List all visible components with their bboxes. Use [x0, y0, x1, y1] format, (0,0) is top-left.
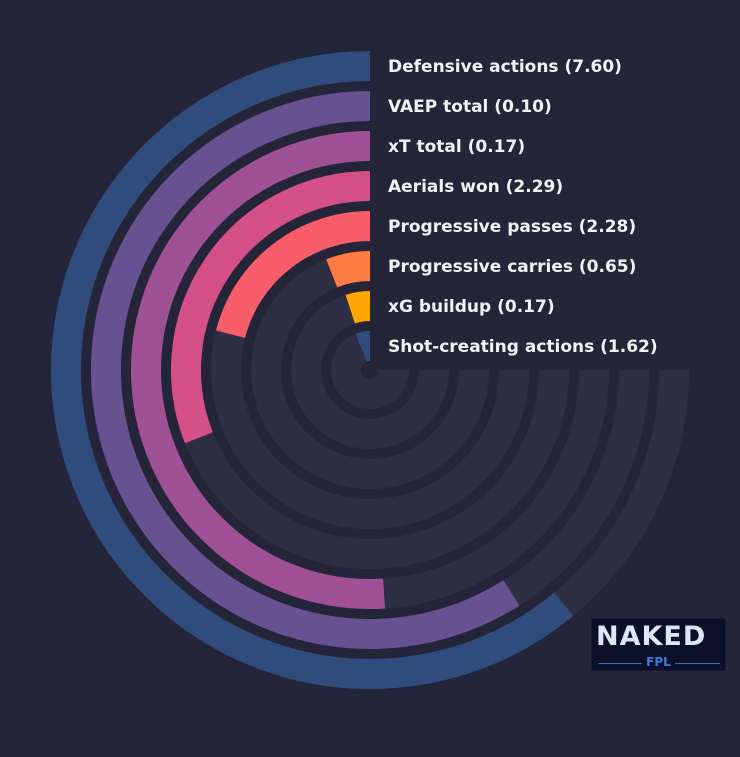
bar-label-3: Aerials won (2.29) [388, 177, 563, 197]
bar-label-0: Defensive actions (7.60) [388, 57, 622, 77]
bar-label-4: Progressive passes (2.28) [388, 217, 636, 237]
bar-1 [91, 91, 520, 649]
bar-4 [215, 211, 371, 339]
bar-label-1: VAEP total (0.10) [388, 97, 552, 117]
logo-word: NAKED [596, 621, 707, 652]
bar-5 [326, 251, 371, 288]
bar-label-6: xG buildup (0.17) [388, 297, 555, 317]
bar-label-2: xT total (0.17) [388, 137, 525, 157]
bar-2 [131, 131, 385, 609]
bar-0 [51, 51, 574, 689]
logo-sub-text: FPL [642, 655, 675, 669]
track-ring-7 [331, 331, 409, 409]
bar-3 [171, 171, 371, 444]
bar-label-7: Shot-creating actions (1.62) [388, 337, 658, 357]
track-ring-6 [291, 291, 449, 449]
logo-sub: FPL [592, 655, 725, 669]
bar-label-5: Progressive carries (0.65) [388, 257, 636, 277]
bar-7 [355, 331, 371, 362]
bar-6 [345, 291, 371, 324]
track-ring-5 [251, 251, 489, 489]
naked-fpl-logo: NAKED FPL [591, 618, 726, 671]
